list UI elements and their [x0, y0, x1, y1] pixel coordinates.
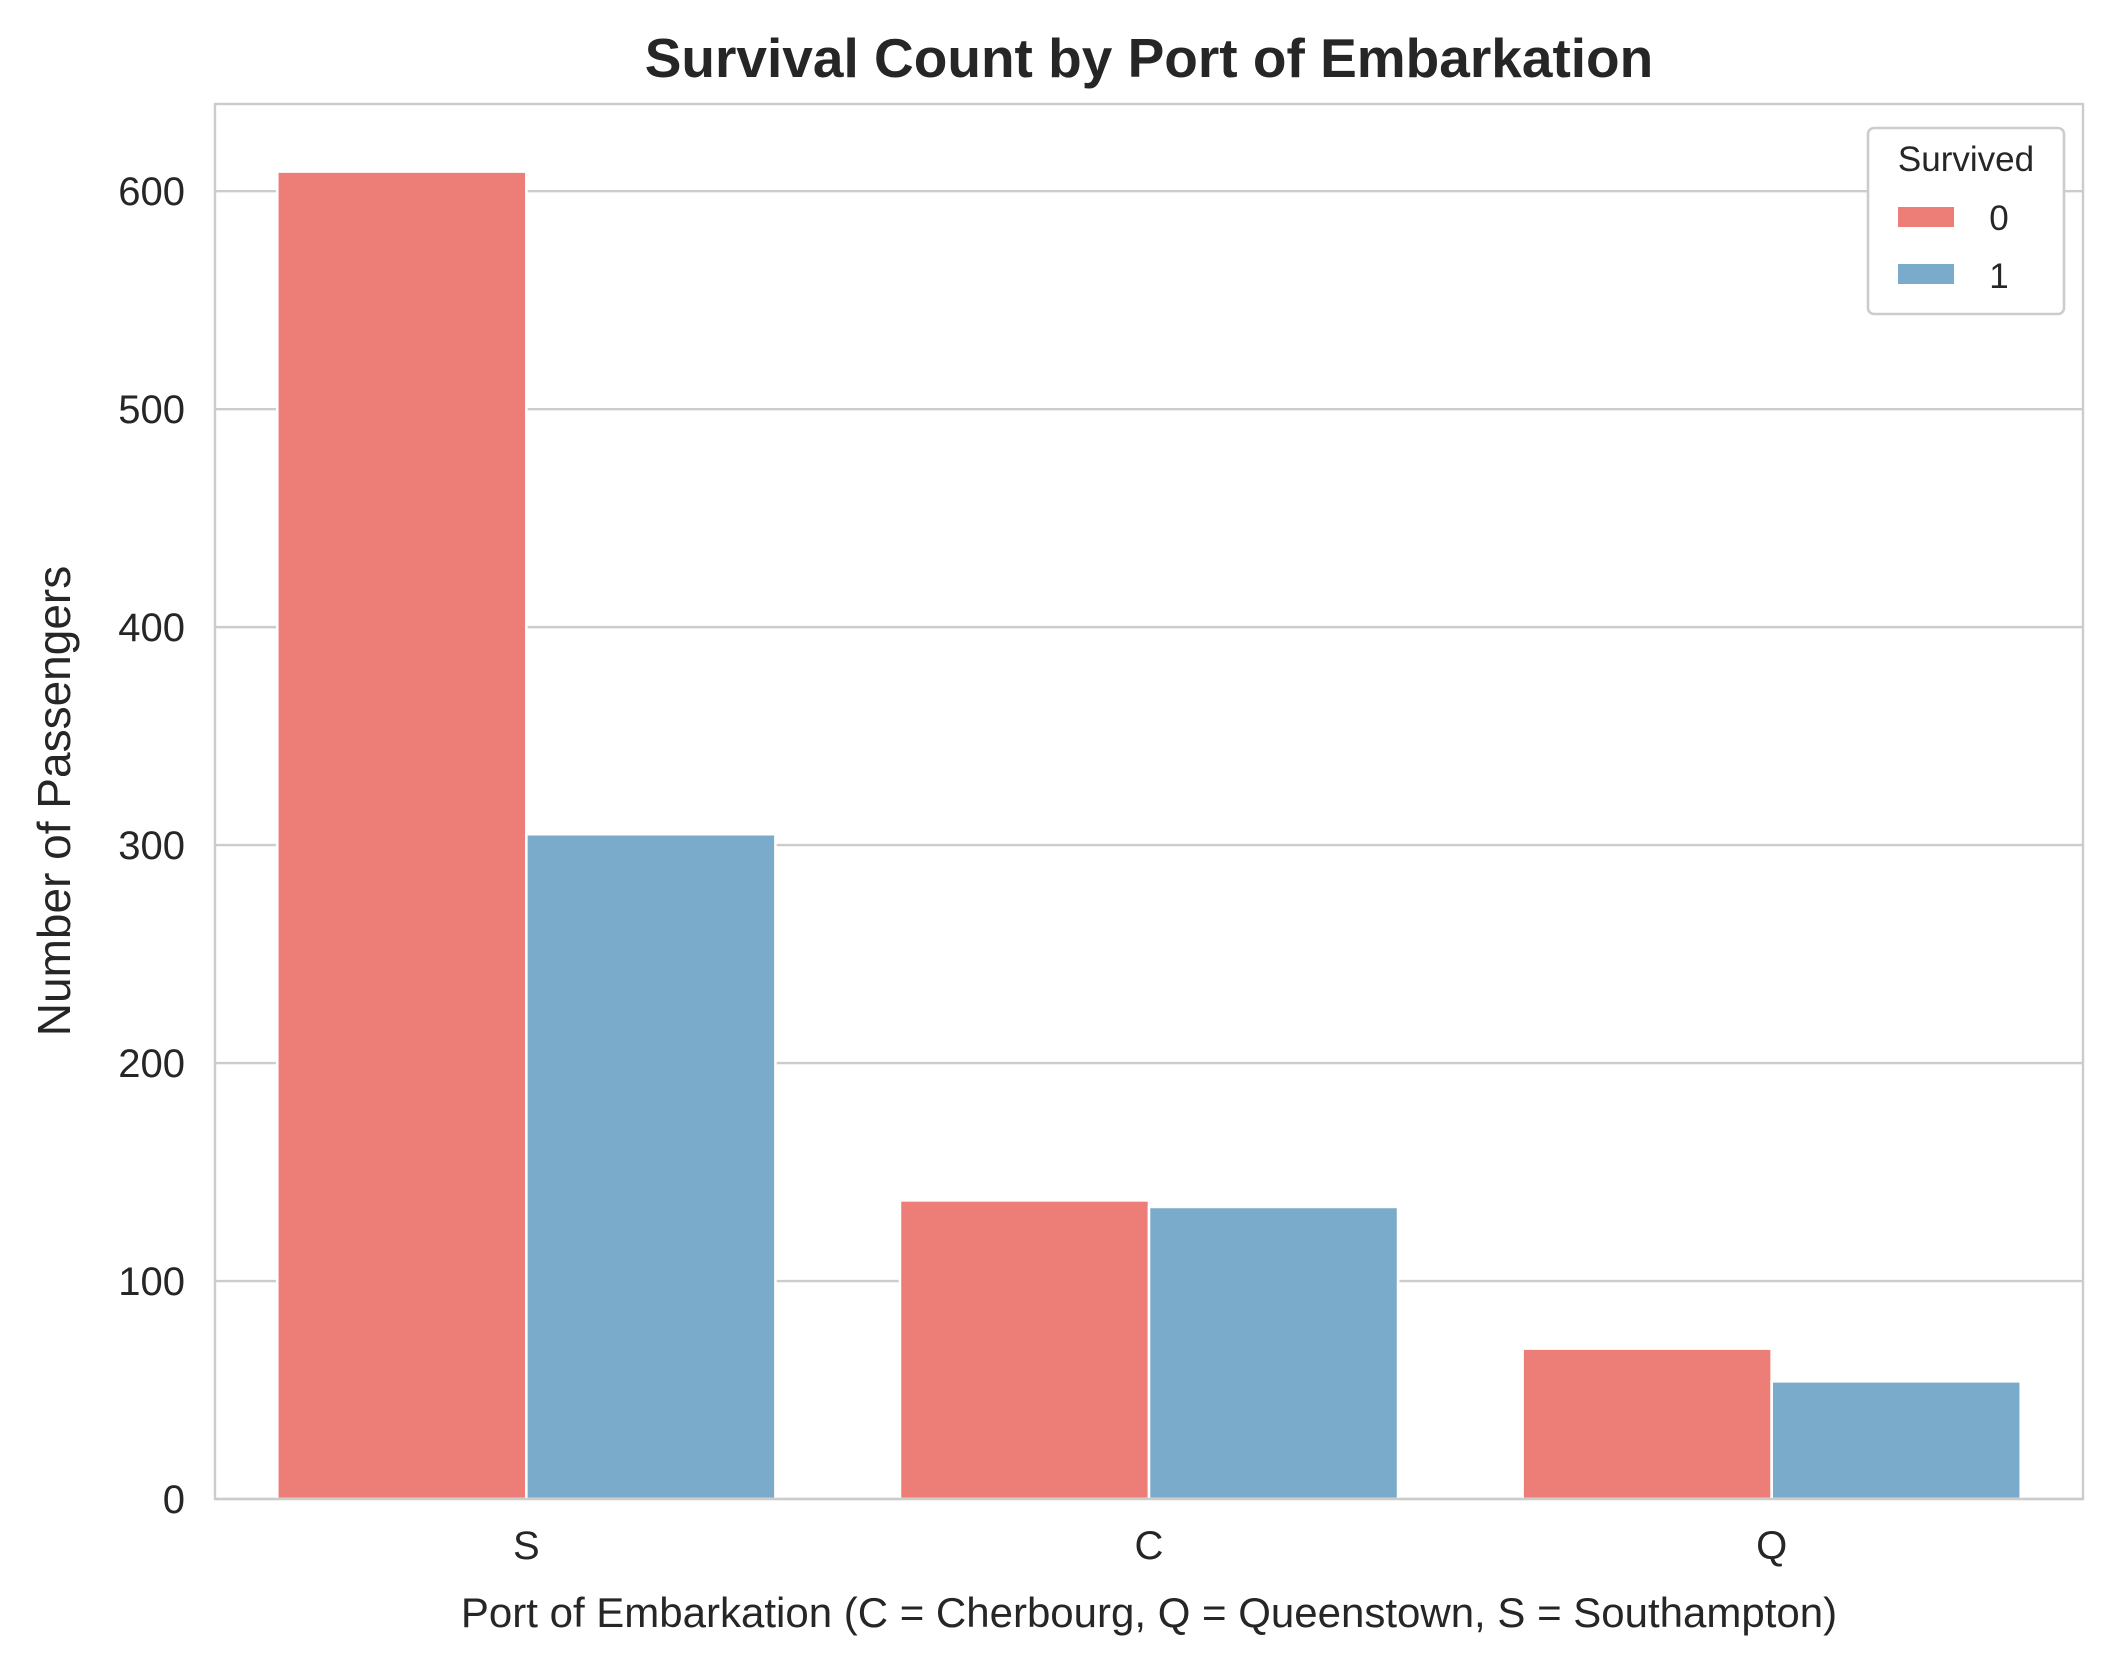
- bar-Q-survived-0: [1521, 1347, 1773, 1501]
- legend: Survived 0 1: [1866, 126, 2066, 316]
- y-tick-label: 0: [163, 1478, 185, 1522]
- legend-label-0: 0: [1989, 199, 2008, 238]
- chart-title: Survival Count by Port of Embarkation: [645, 27, 1653, 89]
- y-tick-label: 400: [118, 606, 185, 650]
- legend-swatch-1: [1898, 264, 1954, 284]
- y-tick-label: 200: [118, 1042, 185, 1086]
- y-tick-label: 500: [118, 388, 185, 432]
- bar-S-survived-0: [275, 170, 528, 1501]
- plot-frame: [213, 102, 2085, 1501]
- bar-C-survived-0: [898, 1199, 1151, 1501]
- bar-C-survived-1: [1147, 1205, 1400, 1501]
- x-axis-label: Port of Embarkation (C = Cherbourg, Q = …: [461, 1589, 1837, 1636]
- x-tick-label-Q: Q: [1756, 1524, 1787, 1568]
- y-tick-label: 600: [118, 170, 185, 214]
- y-axis-label: Number of Passengers: [28, 566, 80, 1036]
- bar-Q-survived-1: [1770, 1379, 2023, 1501]
- legend-label-1: 1: [1989, 257, 2008, 296]
- x-tick-label-C: C: [1135, 1524, 1164, 1568]
- y-tick-label: 300: [118, 824, 185, 868]
- y-tick-label: 100: [118, 1260, 185, 1304]
- x-tick-label-S: S: [513, 1524, 540, 1568]
- y-tick-labels: 0 100 200 300 400 500 600: [118, 170, 185, 1522]
- bar-S-survived-1: [525, 832, 777, 1501]
- legend-title: Survived: [1898, 140, 2034, 179]
- legend-swatch-0: [1898, 207, 1954, 227]
